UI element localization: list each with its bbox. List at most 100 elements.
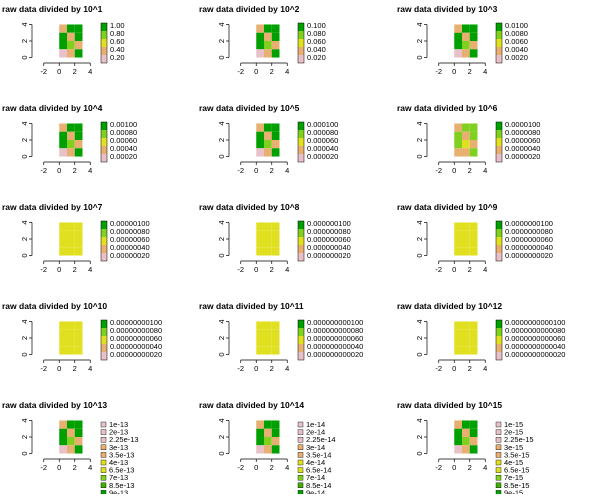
y-tick-label: 0 bbox=[20, 55, 29, 59]
chart-title: raw data divided by 10^13 bbox=[2, 400, 107, 410]
legend-swatch bbox=[297, 474, 304, 481]
legend-swatch bbox=[297, 437, 304, 443]
colorbar-segment bbox=[101, 55, 107, 63]
colorbar-segment bbox=[298, 229, 304, 237]
heatmap-cell bbox=[469, 247, 478, 256]
heatmap-cell bbox=[264, 24, 272, 33]
chart-title: raw data divided by 10^9 bbox=[397, 202, 498, 212]
colorbar-frame bbox=[495, 121, 503, 163]
legend-label: 2.25e-15 bbox=[504, 435, 534, 444]
colorbar-label: 0.000100 bbox=[307, 120, 338, 129]
colorbar-segment bbox=[496, 221, 502, 229]
legend-label: 4e-14 bbox=[306, 458, 325, 467]
x-tick-label: 2 bbox=[468, 166, 472, 175]
y-tick-label: 2 bbox=[415, 237, 424, 241]
legend-label: 8.5e-15 bbox=[504, 481, 529, 490]
colorbar-segment bbox=[101, 154, 107, 162]
heatmap-cell bbox=[256, 41, 264, 50]
colorbar-segment bbox=[298, 122, 304, 130]
heatmap-cell bbox=[74, 428, 83, 437]
heatmap-cell bbox=[264, 49, 272, 58]
heatmap-cell bbox=[462, 420, 470, 429]
heatmap-cell bbox=[462, 321, 470, 330]
heatmap-cell bbox=[59, 329, 67, 338]
heatmap-cell bbox=[264, 321, 272, 330]
heatmap-cell bbox=[74, 41, 83, 50]
heatmap-cell bbox=[264, 346, 272, 355]
colorbar-segment bbox=[496, 344, 502, 352]
colorbar-segment bbox=[496, 336, 502, 344]
heatmap-cell bbox=[59, 24, 67, 33]
chart-title: raw data divided by 10^12 bbox=[397, 301, 502, 311]
colorbar-segment bbox=[496, 237, 502, 245]
y-tick-label: 4 bbox=[415, 418, 424, 422]
heatmap-cell bbox=[271, 230, 280, 239]
legend-label: 1e-13 bbox=[109, 420, 128, 429]
y-tick-label: 4 bbox=[20, 418, 29, 422]
colorbar-segment bbox=[101, 31, 107, 39]
heatmap-cell bbox=[469, 338, 478, 347]
colorbar-label: 0.000000080 bbox=[307, 227, 351, 236]
heatmap-cell bbox=[74, 49, 83, 58]
colorbar-label: 0.000080 bbox=[307, 128, 338, 137]
x-tick-label: 2 bbox=[73, 463, 77, 472]
heatmap-cell bbox=[264, 329, 272, 338]
heatmap-cell bbox=[67, 131, 75, 140]
chart-title: raw data divided by 10^11 bbox=[199, 301, 304, 311]
heatmap-cell bbox=[67, 49, 75, 58]
chart-panel: raw data divided by 10^11 -2 0 2 4 0 2 4 0.00000… bbox=[199, 301, 363, 373]
x-tick-label: 4 bbox=[285, 67, 289, 76]
legend-label: 6.5e-13 bbox=[109, 466, 134, 475]
heatmap-cell bbox=[469, 230, 478, 239]
x-tick-label: -2 bbox=[40, 166, 47, 175]
colorbar-segment bbox=[496, 130, 502, 138]
heatmap-cell bbox=[59, 445, 67, 454]
colorbar-label: 0.0060 bbox=[505, 37, 528, 46]
heatmap-cell bbox=[454, 338, 462, 347]
legend-swatch bbox=[100, 482, 107, 489]
y-tick-label: 4 bbox=[415, 22, 424, 26]
heatmap-cell bbox=[264, 428, 272, 437]
heatmap-cell bbox=[454, 321, 462, 330]
heatmap-cell bbox=[454, 239, 462, 248]
y-tick-label: 0 bbox=[20, 451, 29, 455]
x-tick-label: 0 bbox=[254, 166, 258, 175]
heatmap-cell bbox=[469, 428, 478, 437]
legend-swatch bbox=[100, 444, 107, 450]
colorbar-label: 0.0000000100 bbox=[505, 219, 553, 228]
legend-swatch bbox=[100, 490, 107, 496]
heatmap-cell bbox=[469, 131, 478, 140]
heatmap-cell bbox=[256, 239, 264, 248]
heatmap-cell bbox=[264, 247, 272, 256]
chart-panel: raw data divided by 10^10 -2 0 2 4 0 2 4 0.00000… bbox=[2, 301, 162, 373]
heatmap-cell bbox=[256, 148, 264, 157]
x-tick-label: 4 bbox=[285, 265, 289, 274]
y-tick-label: 4 bbox=[217, 418, 226, 422]
heatmap-cell bbox=[271, 338, 280, 347]
heatmap-cell bbox=[271, 420, 280, 429]
heatmap-cell bbox=[454, 32, 462, 41]
x-tick-label: 4 bbox=[285, 166, 289, 175]
colorbar-segment bbox=[496, 253, 502, 261]
heatmap-cell bbox=[256, 222, 264, 231]
x-tick-label: 0 bbox=[57, 463, 61, 472]
chart-panel: raw data divided by 10^14 -2 0 2 4 0 2 4 1e-142e… bbox=[199, 400, 336, 497]
x-tick-label: -2 bbox=[237, 463, 244, 472]
legend-swatch bbox=[495, 421, 502, 428]
x-tick-label: -2 bbox=[40, 67, 47, 76]
legend-label: 7e-13 bbox=[109, 473, 128, 482]
colorbar-segment bbox=[496, 320, 502, 328]
x-tick-label: -2 bbox=[40, 463, 47, 472]
colorbar-label: 0.60 bbox=[110, 37, 125, 46]
chart-title: raw data divided by 10^2 bbox=[199, 4, 300, 14]
x-tick-label: -2 bbox=[237, 166, 244, 175]
colorbar-segment bbox=[101, 237, 107, 245]
heatmap-cell bbox=[264, 123, 272, 132]
legend-label: 2e-14 bbox=[306, 428, 325, 437]
heatmap-cell bbox=[256, 123, 264, 132]
heatmap-cell bbox=[454, 123, 462, 132]
legend-swatch bbox=[495, 467, 502, 473]
colorbar-frame bbox=[495, 220, 503, 262]
